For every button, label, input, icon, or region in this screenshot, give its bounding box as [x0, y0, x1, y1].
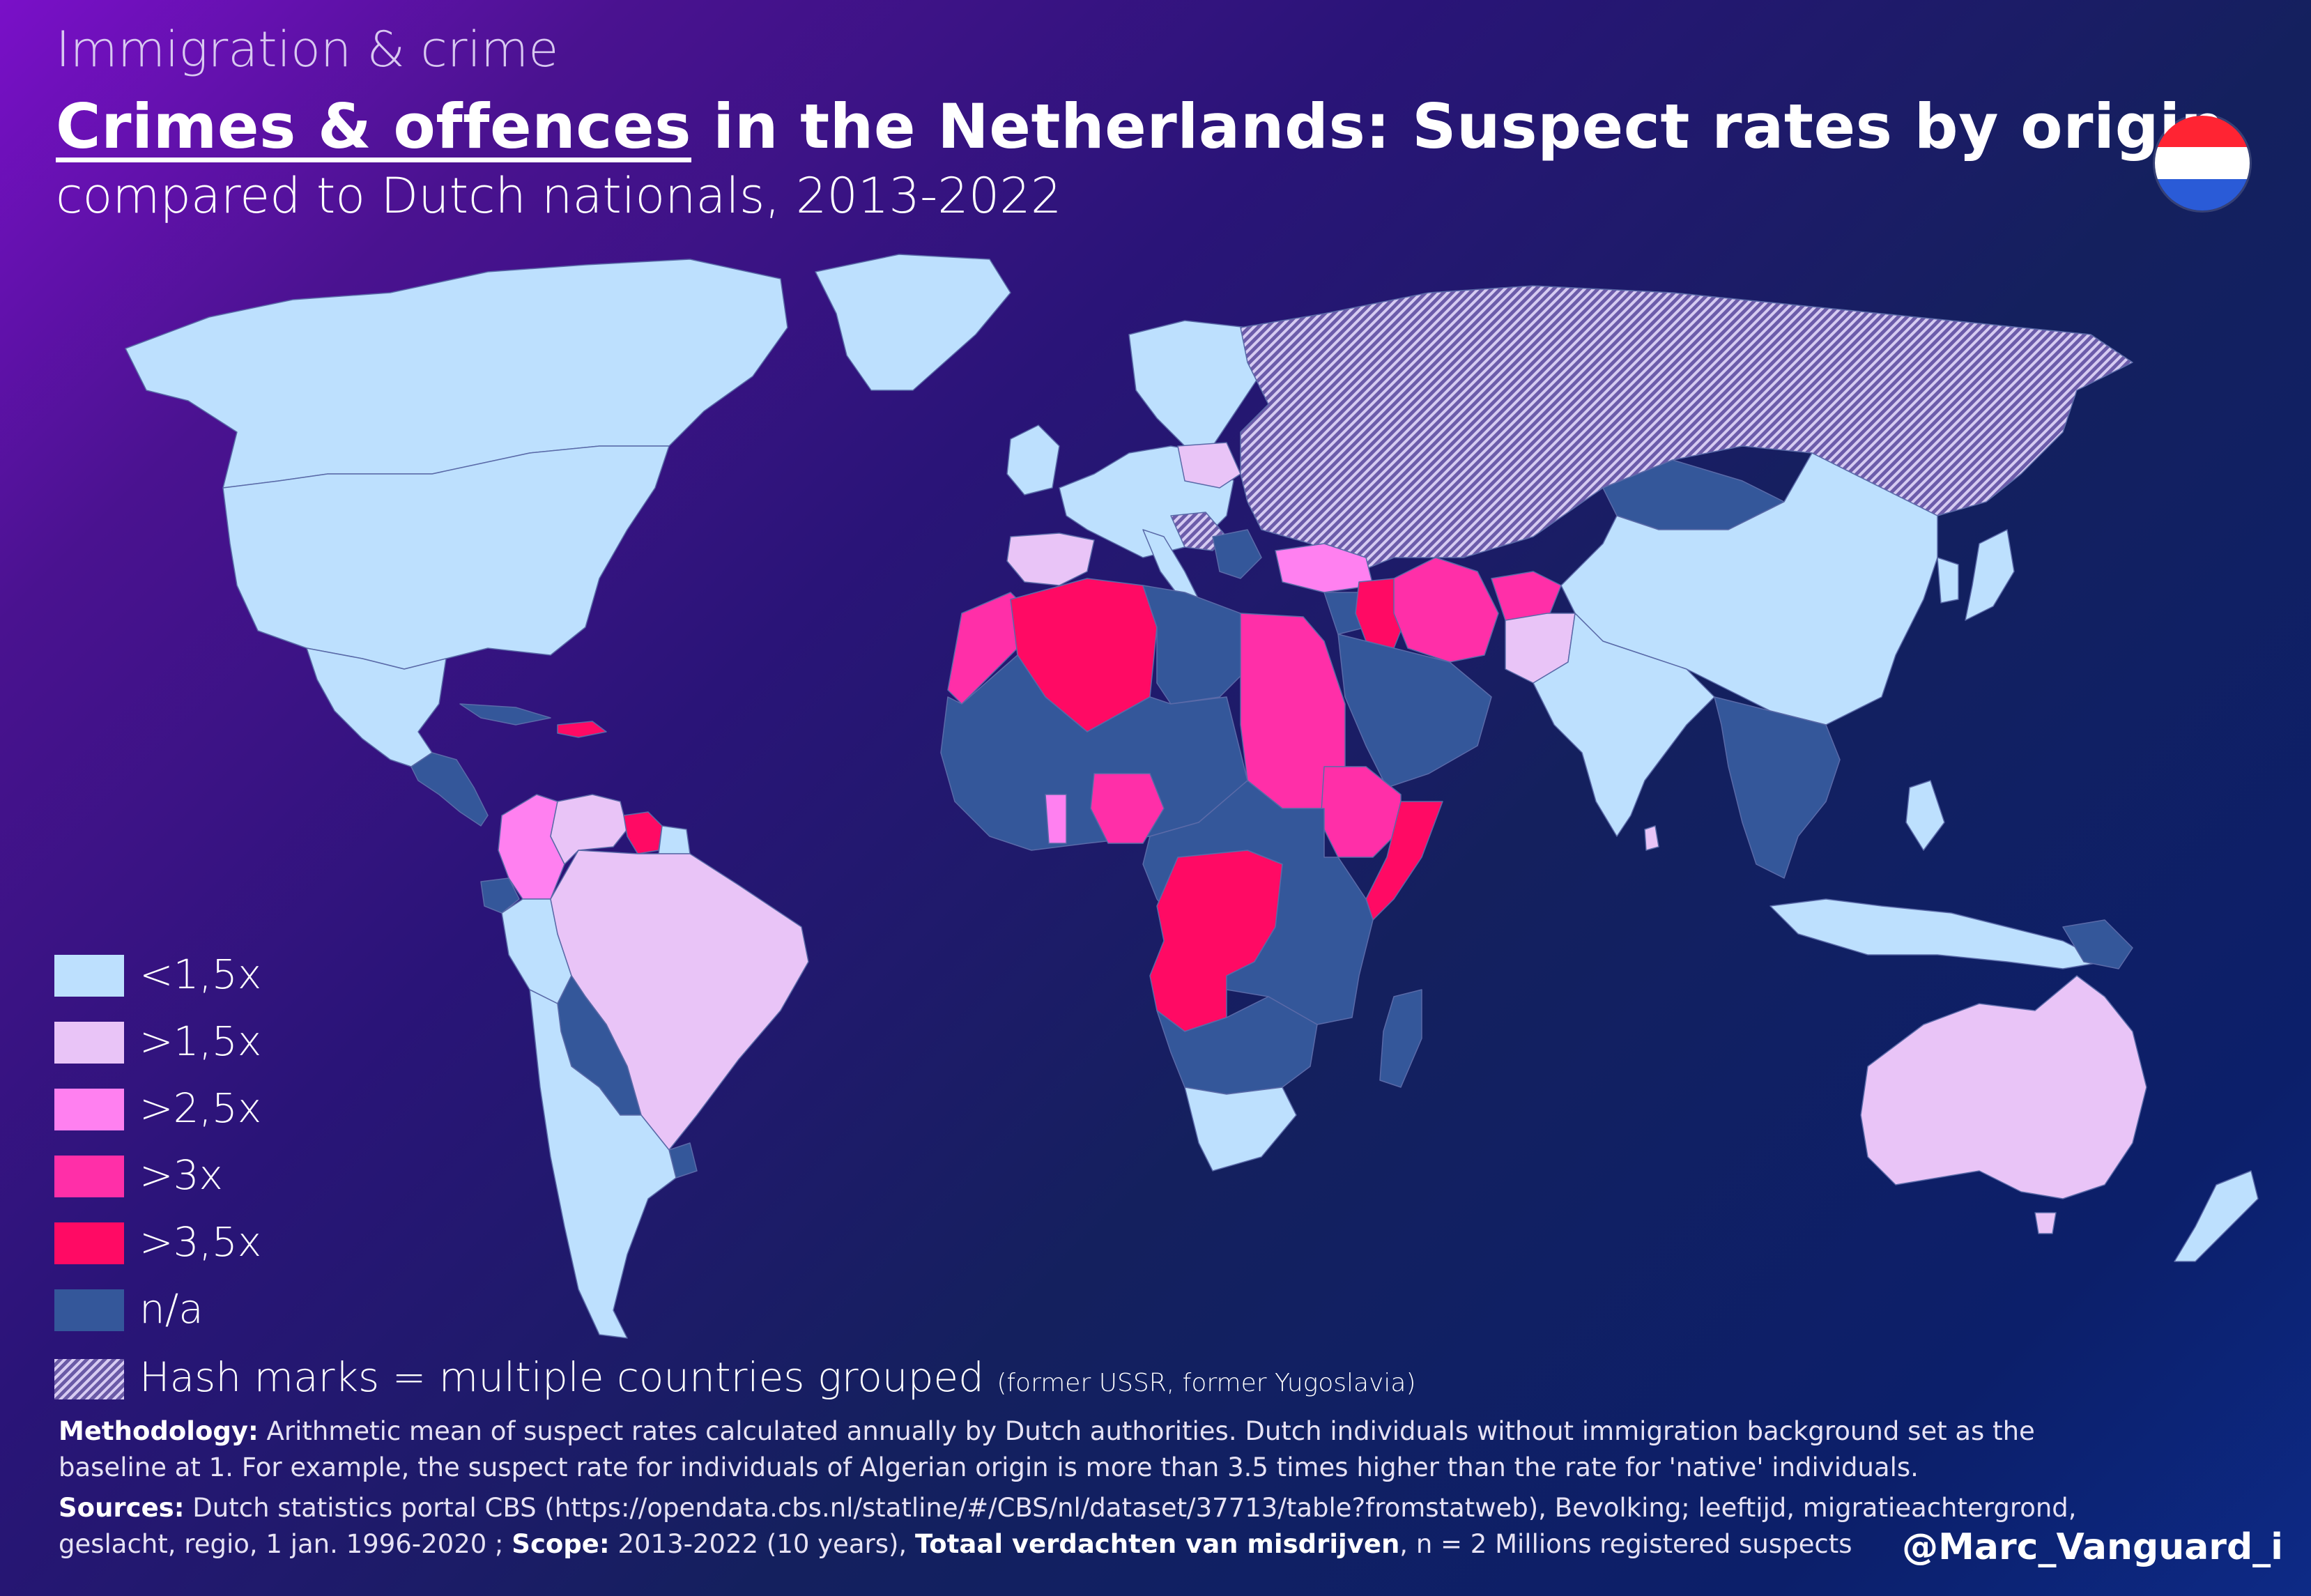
map-region-southeast-asia [1714, 696, 1841, 879]
netherlands-flag-icon [2155, 116, 2250, 210]
map-region-suriname [623, 811, 663, 854]
page-title: Crimes & offences in the Netherlands: Su… [56, 91, 2225, 162]
map-region-central-america [410, 752, 489, 827]
map-region-scandinavia [1128, 320, 1269, 447]
methodology-line-1: Methodology: Arithmetic mean of suspect … [59, 1416, 2035, 1446]
map-region-somalia [1365, 801, 1443, 921]
sources-line-1: Sources: Dutch statistics portal CBS (ht… [59, 1493, 2077, 1523]
map-region-caribbean-cuba [459, 703, 551, 726]
map-region-philippines [1905, 780, 1945, 851]
map-region-uk-ireland [1006, 424, 1060, 496]
map-region-argentina-chile [529, 989, 677, 1339]
map-region-indonesia [1769, 898, 2105, 969]
methodology-line-2: baseline at 1. For example, the suspect … [59, 1452, 1919, 1482]
map-region-guyana-guiana [658, 825, 691, 854]
map-region-madagascar [1379, 989, 1422, 1088]
map-region-japan [1965, 529, 2015, 621]
map-region-haiti-dominican-republic [557, 721, 607, 738]
legend-swatch [54, 1289, 124, 1331]
map-region-new-zealand [2174, 1170, 2259, 1262]
kicker: Immigration & crime [56, 21, 559, 78]
map-region-colombia [498, 794, 565, 900]
hash-label: Hash marks = multiple countries grouped [139, 1353, 984, 1401]
map-region-canada [125, 259, 788, 489]
legend-swatch [54, 1156, 124, 1197]
map-region-papua [2062, 919, 2133, 969]
map-region-india [1533, 613, 1715, 837]
map-region-sri-lanka [1644, 825, 1659, 851]
map-region-greece-balkans [1212, 529, 1262, 579]
title-underlined: Crimes & offences [56, 91, 692, 162]
author-credit: @Marc_Vanguard_i [1902, 1526, 2283, 1568]
map-region-morocco [947, 592, 1032, 705]
legend-label: >1,5x [139, 1018, 262, 1065]
legend-swatch [54, 1089, 124, 1130]
map-region-usa [222, 445, 670, 670]
title-rest: in the Netherlands: Suspect rates by ori… [691, 91, 2225, 162]
subtitle: compared to Dutch nationals, 2013-2022 [56, 167, 1062, 224]
legend-label: >2,5x [139, 1084, 262, 1132]
map-region-tasmania [2034, 1212, 2057, 1234]
map-region-mexico [306, 647, 447, 767]
map-region-afghanistan [1491, 571, 1562, 621]
map-region-southern-africa-na [1156, 996, 1318, 1095]
map-region-spain-portugal [1006, 532, 1095, 586]
map-region-korea [1937, 557, 1959, 604]
legend-swatch [54, 1222, 124, 1264]
map-region-south-africa [1184, 1087, 1297, 1172]
map-region-poland-central-europe [1177, 442, 1241, 489]
map-region-iran [1393, 557, 1499, 663]
legend-label: n/a [139, 1285, 204, 1333]
map-region-tunisia-libya [1142, 585, 1248, 705]
map-region-ecuador [480, 877, 520, 914]
legend-swatch [54, 1022, 124, 1064]
map-region-venezuela [550, 794, 628, 865]
sources-line-2: geslacht, regio, 1 jan. 1996-2020 ; Scop… [59, 1529, 1852, 1559]
legend-swatch [54, 955, 124, 997]
hash-swatch [54, 1359, 124, 1399]
legend-label: >3,5x [139, 1218, 262, 1266]
map-region-greenland [815, 254, 1011, 391]
map-region-ghana [1045, 794, 1067, 844]
legend-label: <1,5x [139, 951, 262, 998]
map-region-arabian-peninsula [1337, 634, 1492, 788]
legend-label: >3x [139, 1151, 223, 1199]
map-region-australia [1860, 975, 2147, 1199]
hash-note: (former USSR, former Yugoslavia) [997, 1369, 1416, 1397]
world-map [125, 254, 2259, 1339]
map-region-nigeria [1090, 773, 1165, 844]
